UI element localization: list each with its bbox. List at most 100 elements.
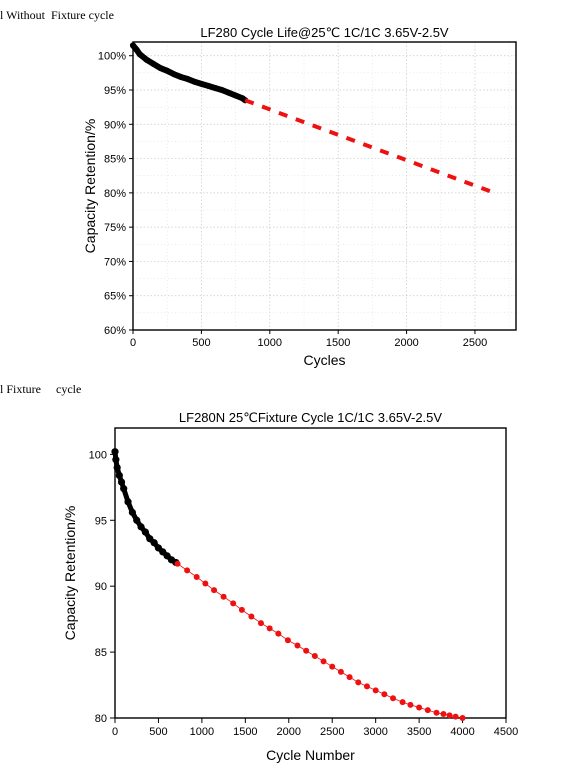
chart-1-ytick-label: 75% — [104, 222, 126, 234]
chart-2-xtick-label: 3000 — [363, 726, 387, 738]
chart-2-series-1-band — [112, 449, 179, 565]
chart-2-series-2-point — [440, 711, 447, 718]
chart-1-plot-frame — [132, 41, 517, 331]
chart-1-series-1-point — [177, 73, 184, 80]
chart-1-title: LF280 Cycle Life@25℃ 1C/1C 3.65V-2.5V — [200, 25, 449, 40]
chart-1-series-1-point — [198, 80, 205, 87]
chart-2-series-1-point — [117, 478, 126, 486]
chart-1-series-1-point — [171, 71, 178, 78]
chart-2-series-1-point — [128, 508, 136, 516]
chart-1-series-1-point — [232, 92, 239, 99]
chart-1-series-1-point — [218, 87, 225, 93]
chart-2-series-2-point — [230, 600, 237, 607]
chart-1-ytick-label: 80% — [104, 188, 126, 200]
chart-1-xtick-label: 2500 — [463, 337, 487, 349]
chart-2-series-2-point — [275, 630, 282, 637]
chart-1-series-1-point — [150, 60, 157, 67]
chart-1-ytick-label: 65% — [104, 291, 126, 303]
chart-2-series-2-point — [284, 637, 291, 644]
chart-2-series-2-point — [381, 691, 388, 698]
chart-1-series-1-point — [133, 46, 140, 53]
chart-2-series-1-point — [133, 516, 141, 524]
chart-1-ytick-label: 95% — [104, 85, 126, 97]
chart-2-series-1-point — [120, 485, 128, 493]
chart-1-series-1-point — [212, 84, 219, 91]
chart-2-series-2-point — [363, 683, 370, 690]
chart-2-xtick-label: 2000 — [277, 726, 301, 738]
chart-2-xtick-label: 2500 — [320, 726, 344, 738]
chart-2-xtick-label: 1500 — [233, 726, 257, 738]
chart-1-series-1-point — [143, 56, 150, 63]
chart-2-ylabel: Capacity Retention/% — [62, 506, 78, 641]
chart-2-series-2-point — [257, 620, 264, 627]
chart-2-series-2-point — [407, 701, 414, 708]
chart-2-series-2-point — [355, 679, 362, 686]
chart-2-series-2-point — [424, 707, 431, 714]
chart-2-caption: l Fixture cycle — [0, 382, 82, 396]
chart-1-ylabel: Capacity Retention/% — [82, 119, 98, 254]
chart-2-series-2-point — [399, 699, 406, 706]
chart-2-series-2-point — [193, 573, 200, 580]
chart-1-series-1-point — [184, 76, 191, 83]
chart-1-ytick-label: 100% — [98, 51, 126, 63]
chart-2-series-1-point — [115, 471, 123, 480]
chart-2-series-2-point — [238, 606, 245, 613]
chart-2-series-2-point — [202, 580, 209, 587]
chart-2-series-2-point — [372, 687, 379, 694]
chart-1-xlabel: Cycles — [303, 352, 345, 368]
chart-2-series-1-point — [150, 539, 158, 547]
chart-1-xtick-label: 500 — [192, 337, 210, 349]
chart-2-ytick-label: 80 — [95, 713, 107, 725]
chart-1-xtick-label: 0 — [130, 337, 136, 349]
chart-1-series-1-point — [157, 65, 164, 72]
chart-2-series-1-point — [112, 456, 120, 464]
chart-2-series-2-point — [337, 668, 344, 675]
chart-2-series-2-point — [174, 560, 181, 567]
chart-2-xtick-label: 1000 — [190, 726, 214, 738]
chart-1-caption: l Without Fixture cycle — [0, 8, 114, 22]
chart-2-ytick-label: 90 — [95, 581, 107, 593]
chart-2-series-2-point — [220, 593, 227, 600]
chart-1-xtick-label: 1000 — [258, 337, 282, 349]
chart-2-xtick-label: 3500 — [407, 726, 431, 738]
chart-2-xtick-label: 0 — [112, 726, 118, 738]
chart-1-series-1-point — [164, 67, 171, 74]
chart-1-ytick-label: 85% — [104, 154, 126, 166]
chart-2-series-1-point — [141, 528, 150, 536]
chart-2-ytick-label: 85 — [95, 647, 107, 659]
chart-2-series-2-point — [346, 674, 353, 681]
chart-2-series-2-point — [320, 658, 327, 665]
chart-2-series-1-point — [137, 523, 145, 531]
chart-2-xtick-label: 4000 — [450, 726, 474, 738]
chart-1-ytick-label: 60% — [104, 325, 126, 337]
chart-2-series-2-point — [452, 713, 459, 720]
chart-2-series-2-point — [446, 712, 453, 719]
chart-2-xtick-label: 500 — [149, 726, 167, 738]
chart-1-series-1-point — [225, 89, 232, 96]
chart-1-ytick-label: 90% — [104, 119, 126, 131]
chart-2-series-2-point — [184, 567, 191, 574]
chart-1-series-2-line — [244, 98, 499, 197]
chart-2-series-2-point — [303, 647, 310, 654]
chart-1-series-1-point — [130, 42, 136, 49]
chart-2-series-2-point — [294, 642, 301, 649]
chart-2-series-2-point — [211, 587, 218, 594]
chart-1-xtick-label: 2000 — [394, 337, 418, 349]
chart-2-series-1-point — [124, 498, 132, 506]
chart-2-series-2-point — [329, 663, 336, 670]
chart-2-ytick-label: 95 — [95, 515, 107, 527]
chart-2-series-2-point — [248, 613, 255, 620]
chart-2-series-2-point — [311, 653, 318, 660]
chart-2-series-2-point — [433, 709, 440, 716]
chart-2-series-2-point — [416, 704, 423, 711]
chart-2-plot-frame — [114, 427, 507, 719]
chart-2-xtick-label: 4500 — [494, 726, 518, 738]
chart-2-ytick-label: 100 — [89, 449, 107, 461]
chart-2-title: LF280N 25℃Fixture Cycle 1C/1C 3.65V-2.5V — [179, 410, 442, 425]
chart-1-series-1-point — [191, 78, 198, 85]
chart-1-series-1-point — [136, 51, 143, 58]
chart-1-xtick-label: 1500 — [326, 337, 350, 349]
chart-2-series-2-point — [390, 695, 397, 702]
chart-2-series-2-point — [266, 625, 273, 632]
